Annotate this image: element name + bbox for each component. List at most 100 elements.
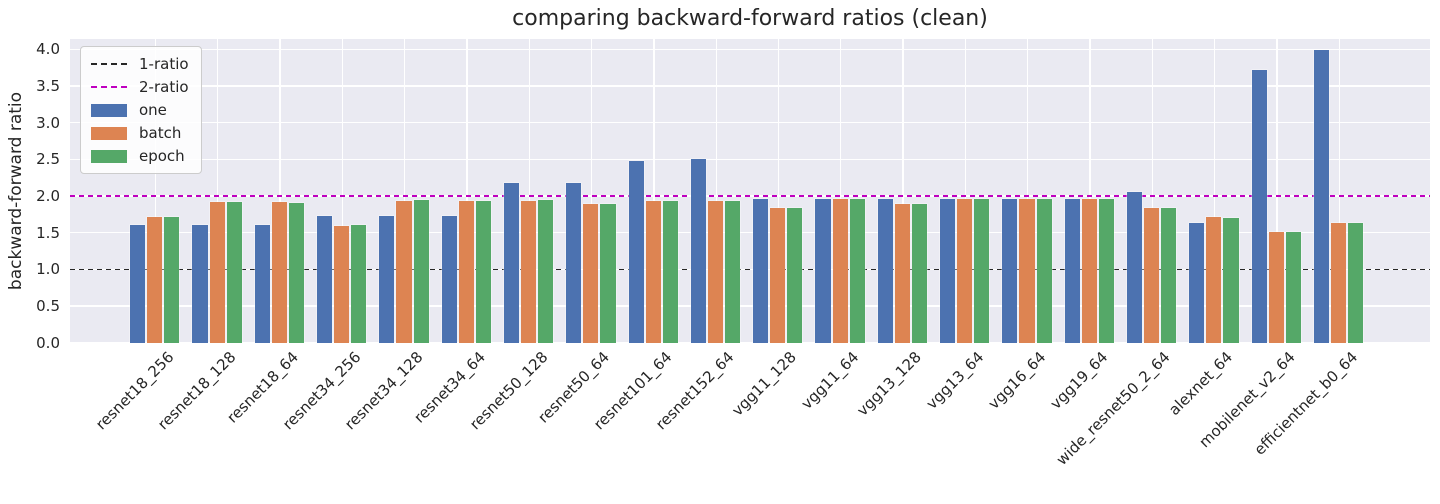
bar-epoch-mobilenet_v2_64 [1285,231,1301,343]
x-tick-label-vgg13_128: vgg13_128 [853,348,925,420]
bar-epoch-vgg11_64 [849,199,865,343]
bar-one-resnet34_64 [441,216,457,343]
x-tick-label-vgg19_64: vgg19_64 [1046,348,1112,413]
reference-line-1-ratio [70,268,1430,271]
y-tick-label: 4.0 [36,40,60,59]
legend-item-one: one [91,101,189,119]
bar-one-mobilenet_v2_64 [1251,70,1267,343]
x-tick-label-wide_resnet50_2_64: wide_resnet50_2_64 [1053,348,1175,469]
vertical-gridline [217,39,219,343]
bar-one-vgg11_64 [815,199,831,343]
bar-batch-vgg16_64 [1019,198,1035,343]
bar-epoch-resnet18_256 [164,216,180,343]
bar-one-resnet50_64 [566,183,582,343]
legend-label: 1-ratio [139,55,189,73]
bar-batch-resnet34_256 [334,225,350,343]
bar-epoch-resnet34_128 [413,199,429,343]
vertical-gridline [1213,39,1216,343]
x-tick-label-vgg11_64: vgg11_64 [797,348,863,413]
legend-label: batch [139,124,182,142]
legend-label: one [139,101,167,119]
y-tick-label: 0.0 [36,333,60,352]
bar-one-wide_resnet50_2_64 [1126,191,1143,343]
legend-color-patch [91,103,127,117]
vertical-gridline [466,39,468,343]
vertical-gridline [653,39,655,343]
bar-epoch-resnet34_256 [351,224,367,343]
vertical-gridline [777,39,780,343]
bar-batch-resnet50_64 [583,204,599,343]
y-tick-label: 2.0 [36,187,60,205]
plot-area: 1-ratio 2-ratio one batch epoch [70,39,1430,344]
bar-epoch-efficientnet_b0_64 [1348,223,1364,343]
horizontal-gridline [70,305,1430,307]
x-tick-label-vgg11_128: vgg11_128 [728,348,801,420]
bar-one-resnet18_128 [192,224,208,343]
horizontal-gridline [70,121,1430,124]
legend-item-batch: batch [91,124,189,142]
bar-batch-vgg13_128 [894,204,910,343]
bar-epoch-wide_resnet50_2_64 [1161,208,1177,343]
bar-epoch-resnet18_64 [288,202,305,343]
y-tick-label: 0.5 [36,297,60,316]
bar-batch-mobilenet_v2_64 [1268,231,1284,343]
bar-one-alexnet_64 [1189,222,1205,343]
bar-batch-vgg11_128 [770,208,786,343]
bar-one-resnet18_64 [254,224,270,343]
bar-one-resnet34_256 [317,216,333,343]
bar-epoch-vgg19_64 [1098,198,1114,343]
vertical-gridline [1089,39,1091,343]
vertical-gridline [154,39,157,343]
y-tick-label: 3.0 [36,113,60,132]
legend-item-epoch: epoch [91,147,189,165]
bar-epoch-vgg16_64 [1036,198,1052,343]
bar-batch-resnet152_64 [707,200,724,343]
vertical-gridline [715,39,717,343]
vertical-gridline [528,39,530,343]
bar-batch-vgg11_64 [832,199,848,343]
vertical-gridline [840,39,842,343]
horizontal-gridline [70,85,1430,87]
bar-batch-alexnet_64 [1206,216,1222,343]
bar-one-resnet34_128 [379,216,395,343]
legend: 1-ratio 2-ratio one batch epoch [80,46,202,174]
bar-epoch-resnet34_64 [475,200,491,343]
vertical-gridline [902,39,904,343]
vertical-gridline [964,39,967,343]
bar-epoch-vgg13_128 [911,203,928,343]
bar-one-vgg19_64 [1064,198,1080,343]
vertical-gridline [1338,39,1340,343]
bar-epoch-resnet152_64 [725,200,741,343]
bar-epoch-resnet101_64 [662,201,678,343]
bar-epoch-vgg13_64 [974,198,990,343]
bar-batch-wide_resnet50_2_64 [1144,208,1160,343]
bar-batch-resnet50_128 [521,200,537,343]
bar-batch-resnet101_64 [645,201,661,343]
x-tick-label-vgg13_64: vgg13_64 [922,348,988,413]
bar-epoch-resnet18_128 [226,202,242,343]
vertical-gridline [1027,39,1029,343]
vertical-gridline [1151,39,1153,343]
bar-batch-resnet18_256 [147,216,163,343]
vertical-gridline [279,39,281,343]
y-tick-label: 3.5 [36,76,60,95]
reference-line-2-ratio [70,195,1430,197]
bar-batch-resnet34_128 [396,200,412,343]
legend-item-2-ratio: 2-ratio [91,78,189,96]
bar-batch-efficientnet_b0_64 [1330,223,1347,343]
legend-dashed-line-swatch [91,86,127,88]
bar-one-resnet18_256 [130,224,146,343]
bar-batch-vgg13_64 [957,198,973,343]
bar-one-vgg11_128 [753,199,769,343]
legend-label: 2-ratio [139,78,189,96]
vertical-gridline [590,39,593,343]
bar-epoch-vgg11_128 [787,208,803,343]
x-tick-label-vgg16_64: vgg16_64 [984,348,1050,413]
bar-epoch-alexnet_64 [1223,217,1239,343]
legend-dashed-line-swatch [91,63,127,65]
bar-one-resnet152_64 [690,158,706,343]
bar-batch-vgg19_64 [1081,198,1097,343]
y-tick-label: 1.0 [36,260,60,279]
bar-epoch-resnet50_64 [600,204,616,343]
